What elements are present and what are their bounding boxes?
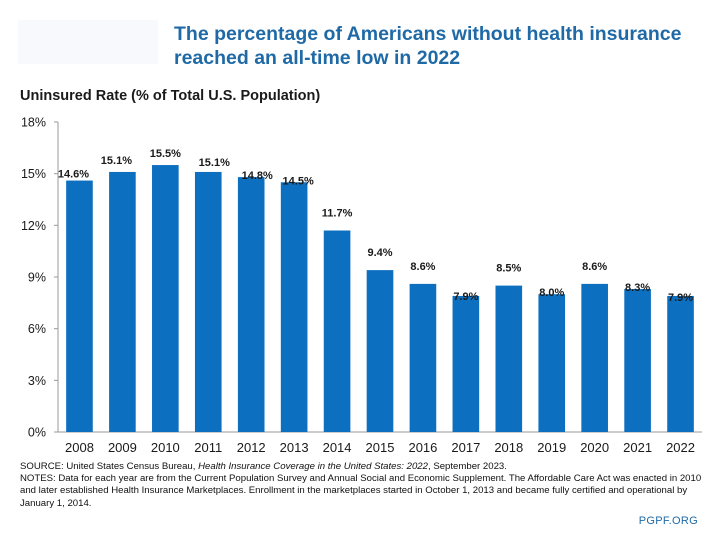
x-tick-label: 2014 (323, 440, 352, 455)
x-tick-label: 2012 (237, 440, 266, 455)
bar (194, 171, 222, 432)
brand-link[interactable]: PGPF.ORG (638, 515, 698, 527)
x-tick-label: 2008 (65, 440, 94, 455)
x-tick-label: 2020 (580, 440, 609, 455)
data-label: 7.9% (453, 291, 478, 303)
x-tick-label: 2019 (537, 440, 566, 455)
source-note: SOURCE: United States Census Bureau, Hea… (20, 461, 710, 473)
data-label: 7.9% (668, 292, 693, 304)
y-tick-label: 6% (28, 322, 46, 336)
y-tick-label: 18% (21, 116, 46, 130)
bar (237, 177, 265, 432)
data-label: 8.5% (496, 263, 521, 275)
data-label: 8.0% (539, 287, 564, 299)
title-line-1: The percentage of Americans without heal… (174, 23, 682, 45)
data-label: 8.3% (625, 282, 650, 294)
bar (366, 270, 394, 432)
source-title: Health Insurance Coverage in the United … (198, 461, 428, 472)
logo-placeholder (18, 20, 158, 64)
data-label: 14.8% (242, 170, 273, 182)
data-label: 15.1% (199, 157, 230, 169)
data-label: 14.5% (283, 175, 314, 187)
footnote: SOURCE: United States Census Bureau, Hea… (20, 461, 710, 510)
y-axis-title: Uninsured Rate (% of Total U.S. Populati… (20, 88, 321, 104)
notes: NOTES: Data for each year are from the C… (20, 473, 702, 509)
x-tick-label: 2015 (366, 440, 395, 455)
bar (280, 182, 308, 432)
bar (323, 230, 351, 432)
y-tick-label: 12% (21, 219, 46, 233)
bar (624, 289, 651, 432)
data-label: 8.6% (410, 261, 435, 273)
chart-title: The percentage of Americans without heal… (174, 22, 704, 70)
bar (667, 295, 694, 432)
x-tick-label: 2016 (408, 440, 437, 455)
bar (409, 283, 437, 432)
data-label: 15.1% (101, 155, 132, 167)
data-label: 15.5% (150, 148, 181, 160)
bar (538, 294, 566, 432)
x-tick-label: 2011 (194, 440, 222, 455)
y-tick-label: 15% (21, 167, 46, 181)
data-label: 8.6% (582, 261, 607, 273)
bar (452, 295, 480, 432)
source-prefix: SOURCE: United States Census Bureau, (20, 461, 199, 472)
bar (109, 171, 136, 432)
x-tick-label: 2017 (451, 440, 480, 455)
data-label: 9.4% (367, 247, 392, 259)
x-tick-label: 2010 (151, 440, 180, 455)
bar (495, 285, 523, 432)
x-tick-label: 2013 (280, 440, 309, 455)
x-tick-label: 2009 (108, 440, 137, 455)
bar (66, 180, 93, 432)
y-tick-label: 3% (28, 374, 46, 388)
source-suffix: , September 2023. (427, 461, 507, 472)
data-label: 14.6% (58, 169, 89, 181)
title-line-2: reached an all-time low in 2022 (174, 47, 461, 69)
y-tick-label: 9% (28, 271, 46, 285)
x-tick-label: 2022 (666, 440, 695, 455)
x-tick-label: 2021 (623, 440, 652, 455)
data-label: 11.7% (322, 208, 353, 220)
y-tick-label: 0% (28, 426, 46, 440)
x-tick-label: 2018 (494, 440, 523, 455)
bar (152, 165, 179, 433)
bar (581, 283, 608, 432)
